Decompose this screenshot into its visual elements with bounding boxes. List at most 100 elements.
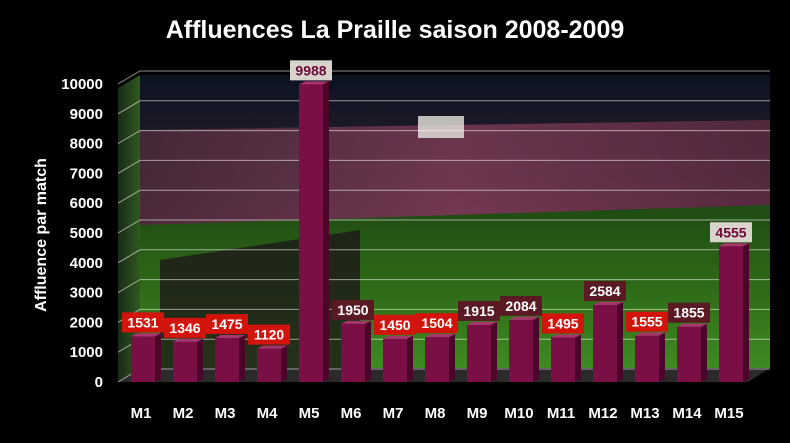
y-tick-label: 5000 [70, 225, 103, 242]
y-tick-label: 1000 [70, 344, 103, 361]
bar [551, 337, 575, 382]
bar-side [701, 323, 707, 382]
gridline [117, 279, 770, 294]
data-label: 1346 [169, 320, 200, 336]
y-axis-label: Affluence par match [33, 158, 50, 312]
bar [383, 338, 407, 382]
x-tick-label: M11 [547, 405, 575, 422]
y-tick-label: 8000 [70, 136, 103, 153]
bar-top [173, 338, 203, 342]
bar-top [215, 335, 245, 339]
bar [173, 341, 197, 382]
bar-side [659, 332, 665, 382]
data-label: 1915 [463, 303, 494, 319]
bar-side [197, 338, 203, 382]
bar [257, 348, 281, 382]
x-tick-label: M13 [630, 405, 659, 422]
bar-top [635, 332, 665, 336]
bar-top [677, 323, 707, 327]
bar-side [533, 316, 539, 382]
bar [719, 246, 743, 382]
bar-top [425, 334, 455, 338]
bar-top [593, 301, 623, 305]
data-label-box [164, 317, 206, 338]
bar [299, 84, 323, 382]
gridline [117, 100, 770, 115]
bar-side [239, 335, 245, 382]
gridline [117, 70, 770, 85]
x-tick-label: M7 [383, 405, 404, 422]
data-label: 2084 [505, 298, 536, 314]
data-label: 1475 [211, 316, 242, 332]
gridline [117, 189, 770, 204]
y-axis: 0 1000 2000 3000 4000 5000 6000 7000 8000 9000 100… [61, 76, 103, 391]
bar-side [575, 334, 581, 382]
bar-top [131, 333, 161, 337]
y-tick-label: 7000 [70, 165, 103, 182]
data-label-box [500, 295, 542, 316]
data-label-box [710, 222, 752, 243]
data-label: 4555 [715, 224, 746, 240]
chart-title: Affluences La Praille saison 2008-2009 [166, 16, 625, 44]
data-labels: 1531 1346 1475 1120 9988 1950 1450 1504 1915 2084… [122, 60, 752, 345]
data-label: 1531 [127, 314, 158, 330]
x-tick-label: M4 [257, 405, 278, 422]
bar-top [341, 320, 371, 324]
bar-top [257, 345, 287, 349]
bar-side [617, 301, 623, 382]
x-tick-label: M10 [504, 405, 533, 422]
data-label: 1495 [547, 315, 578, 331]
bar-side [491, 321, 497, 382]
data-label: 1450 [379, 317, 410, 333]
data-label-box [248, 324, 290, 345]
gridline [117, 219, 770, 234]
x-tick-label: M15 [714, 405, 743, 422]
bar [677, 326, 701, 382]
x-axis: M1 M2 M3 M4 M5 M6 M7 M8 M9 M10 M11 M12 M13 M14 M15 [131, 405, 744, 422]
data-label-box [542, 313, 584, 334]
data-label-box [458, 300, 500, 321]
x-tick-label: M9 [467, 405, 488, 422]
data-label-box [668, 302, 710, 323]
data-label-box [122, 312, 164, 333]
data-label: 1950 [337, 302, 368, 318]
x-tick-label: M12 [588, 405, 617, 422]
x-tick-label: M8 [425, 405, 446, 422]
bar-top [299, 81, 329, 85]
data-label: 2584 [589, 283, 620, 299]
bar-side [365, 320, 371, 382]
data-label-box [584, 280, 626, 301]
data-label-box [374, 314, 416, 335]
bar [467, 324, 491, 382]
x-tick-label: M14 [672, 405, 702, 422]
y-tick-label: 4000 [70, 255, 103, 272]
bar-top [509, 316, 539, 320]
y-tick-label: 6000 [70, 195, 103, 212]
gridline [117, 159, 770, 174]
y-tick-label: 2000 [70, 314, 103, 331]
data-label-box [416, 313, 458, 334]
data-label: 9988 [295, 62, 326, 78]
bar-side [281, 345, 287, 382]
data-label: 1855 [673, 305, 704, 321]
x-tick-label: M1 [131, 405, 152, 422]
bar [341, 323, 365, 382]
bar-side [323, 81, 329, 382]
y-tick-label: 9000 [70, 106, 103, 123]
x-tick-label: M5 [299, 405, 320, 422]
data-label-box [290, 60, 332, 81]
data-label: 1555 [631, 314, 662, 330]
data-label: 1504 [421, 315, 452, 331]
y-tick-label: 3000 [70, 285, 103, 302]
bar [131, 336, 155, 382]
bar [509, 319, 533, 382]
bar-side [407, 335, 413, 382]
x-tick-label: M6 [341, 405, 362, 422]
bar [635, 335, 659, 382]
bars [131, 81, 749, 382]
bar-side [449, 334, 455, 382]
bar-side [743, 243, 749, 382]
gridline [117, 130, 770, 145]
